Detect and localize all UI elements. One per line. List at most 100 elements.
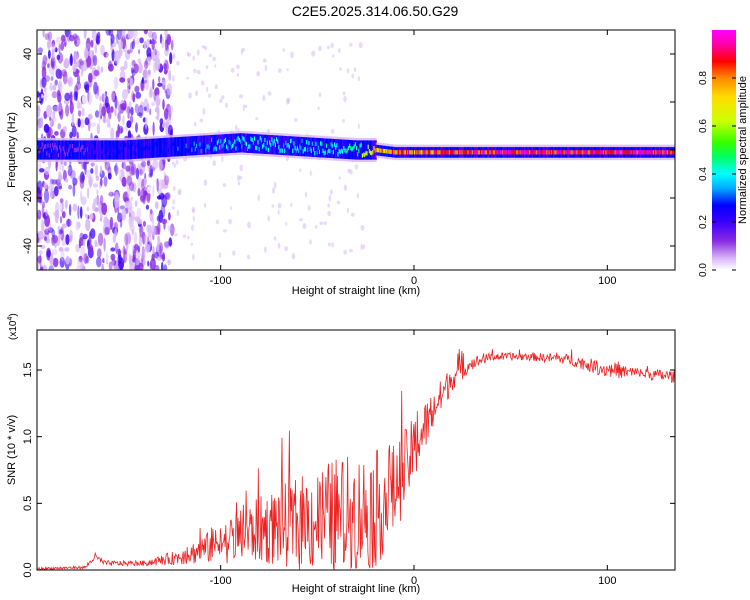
- spectrogram-band-core: [445, 150, 448, 155]
- spectrogram-band-core: [95, 149, 98, 155]
- spectrogram-band-core: [642, 150, 645, 155]
- spectrogram-noise-blob: [57, 81, 62, 91]
- spectrogram-band-core: [192, 141, 195, 146]
- spectrogram-band-core: [150, 151, 153, 156]
- spectrogram-noise-blob: [69, 55, 74, 66]
- spectrogram-band: [132, 139, 135, 160]
- spectrogram-noise-blob: [134, 243, 139, 251]
- spectrogram-noise-blob: [110, 253, 116, 261]
- spectrogram-band-core: [511, 150, 514, 155]
- spectrogram-band-core: [541, 150, 544, 155]
- spectrogram-noise-blob: [327, 203, 331, 208]
- spectrogram-noise-blob: [74, 39, 77, 46]
- spectrogram-noise-blob: [143, 40, 147, 49]
- spectrogram-band: [128, 140, 131, 160]
- spectrogram-band: [265, 134, 268, 154]
- spectrogram-noise-blob: [39, 266, 44, 270]
- spectrogram-noise-blob: [120, 66, 126, 72]
- spectrogram-band-core: [553, 150, 556, 155]
- spectrogram-noise-blob: [80, 246, 86, 257]
- spectrogram-noise-blob: [264, 246, 267, 253]
- spectrogram-band-core: [425, 150, 428, 155]
- spectrogram-noise-blob: [342, 118, 345, 123]
- spectrogram-noise-blob: [343, 184, 347, 191]
- colorbar-tick-label: 0.4: [698, 167, 709, 181]
- spectrogram-noise-blob: [163, 108, 169, 120]
- spectrogram-noise-blob: [357, 76, 361, 82]
- spectrogram-noise-blob: [267, 91, 272, 96]
- snr-series-line: [37, 348, 675, 570]
- spectrogram-noise-blob: [161, 122, 167, 129]
- spectrogram-band-core: [288, 144, 291, 149]
- spectrogram-noise-blob: [47, 31, 53, 41]
- spectrogram-band: [277, 135, 280, 155]
- spectrogram-band-core: [412, 150, 415, 155]
- spectrogram-noise-blob: [349, 169, 353, 175]
- spectrogram-band-core: [77, 147, 80, 152]
- spectrogram-noise-blob: [113, 60, 118, 66]
- spectrogram-band-core: [427, 150, 431, 155]
- spectrogram-band: [172, 137, 175, 157]
- spectrogram-band: [187, 136, 190, 156]
- spectrogram-noise-blob: [132, 92, 136, 103]
- spectrogram-noise-blob: [46, 249, 51, 258]
- spectrogram-band-core: [155, 142, 158, 147]
- spectrogram-noise-blob: [122, 88, 128, 101]
- spectrogram-noise-blob: [60, 41, 65, 51]
- spectrogram-band-core: [100, 148, 103, 154]
- spectrogram-band-core: [128, 144, 131, 149]
- spectrogram-band-core: [491, 150, 494, 155]
- spectrogram-band-core: [593, 150, 596, 155]
- spectrogram-noise-blob: [164, 47, 169, 57]
- spectrogram-noise-blob: [299, 168, 302, 173]
- spectrogram-noise-blob: [124, 233, 129, 246]
- spectrogram-noise-blob: [74, 52, 79, 61]
- spectrogram-noise-blob: [135, 37, 140, 45]
- spectrogram-band-core: [315, 141, 318, 147]
- spectrogram-noise-blob: [65, 255, 70, 265]
- spectrogram-noise-blob: [151, 224, 156, 237]
- spectrogram-noise-blob: [72, 183, 76, 197]
- spectrogram-band: [213, 134, 216, 155]
- colorbar-label: Normalized spectral amplitude: [737, 76, 749, 224]
- spectrogram-band-core: [495, 150, 498, 155]
- spectrogram-band-core: [62, 146, 65, 151]
- spectrogram-band: [315, 137, 318, 158]
- spectrogram-noise-blob: [147, 224, 152, 238]
- spectrogram-noise-blob: [68, 184, 73, 190]
- spectrogram-band-core: [112, 147, 115, 152]
- spectrogram-band: [105, 140, 108, 160]
- spectrogram-band: [306, 137, 309, 157]
- spectrogram-noise-blob: [104, 161, 111, 171]
- spectrogram-band-core: [52, 142, 55, 147]
- spectrogram-band-core: [204, 148, 207, 153]
- spectrogram-band: [311, 137, 315, 157]
- spectrogram-noise-blob: [79, 206, 83, 219]
- spectrogram-x-tick-label: -100: [210, 275, 232, 287]
- snr-multiplier-text: (x104): [7, 313, 19, 340]
- spectrogram-noise-blob: [90, 168, 94, 174]
- spectrogram-band: [64, 140, 67, 160]
- spectrogram-noise-blob: [141, 160, 147, 168]
- spectrogram-noise-blob: [146, 159, 150, 167]
- spectrogram-noise-blob: [125, 231, 132, 244]
- spectrogram-band: [337, 139, 340, 159]
- spectrogram-band-core: [646, 150, 649, 155]
- spectrogram-noise-blob: [87, 92, 93, 105]
- spectrogram-band-core: [588, 150, 591, 155]
- spectrogram-noise-blob: [168, 212, 171, 221]
- spectrogram-noise-blob: [356, 192, 359, 199]
- spectrogram-noise-blob: [43, 86, 47, 93]
- spectrogram-noise-blob: [141, 247, 146, 261]
- spectrogram-noise-blob: [95, 242, 100, 247]
- spectrogram-noise-blob: [193, 68, 197, 73]
- spectrogram-band-core: [465, 150, 468, 155]
- spectrogram-band-core: [89, 149, 92, 154]
- spectrogram-band: [367, 140, 370, 160]
- spectrogram-noise-blob: [49, 116, 52, 121]
- spectrogram-band-core: [584, 150, 587, 155]
- spectrogram-band-core: [668, 150, 671, 155]
- spectrogram-noise-blob: [58, 185, 62, 190]
- spectrogram-noise-blob: [129, 206, 134, 214]
- spectrogram-noise-blob: [205, 65, 209, 69]
